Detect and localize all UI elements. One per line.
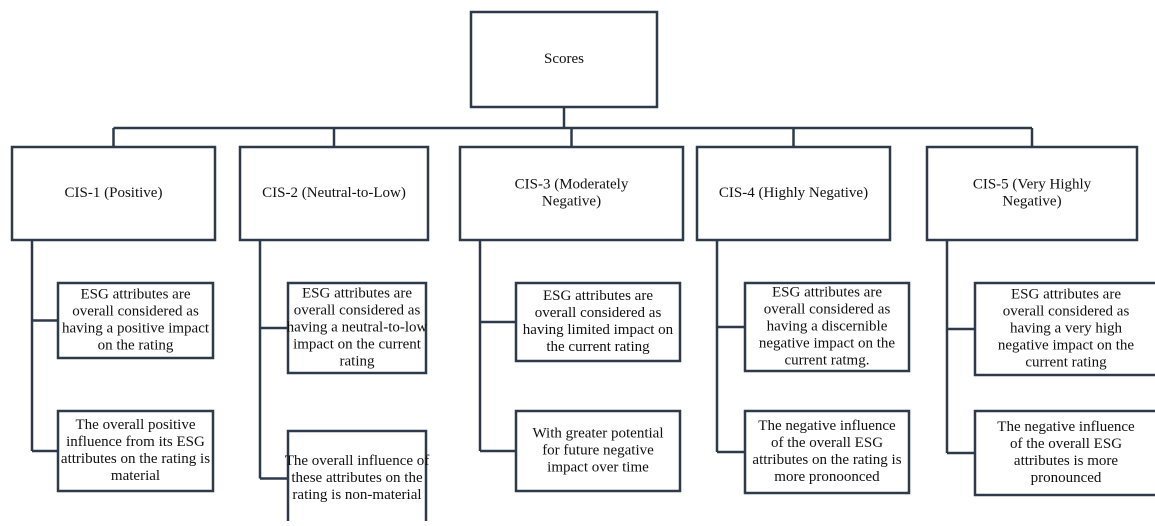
detail-box: [514, 281, 682, 363]
detail-box: [56, 409, 215, 493]
box-text: rating: [340, 353, 375, 369]
box-text: influence from its ESG: [66, 434, 205, 450]
box-text: rating is non-material: [292, 487, 421, 503]
detail-box: [286, 429, 428, 526]
box-text: The overall influence of: [285, 453, 430, 469]
box-text: The overall positive: [76, 417, 196, 433]
box-text: the current rating: [546, 339, 650, 355]
box-text: attributes is more: [1014, 453, 1118, 469]
box-text: current rating: [1025, 354, 1107, 370]
detail-box: [514, 409, 682, 493]
box-text: ESG attributes are: [772, 284, 882, 300]
box-text: With greater potential: [532, 425, 663, 441]
box-text: ESG attributes are: [81, 286, 191, 302]
box-text: The negative influence: [758, 418, 896, 434]
box-text: on the rating: [98, 337, 174, 353]
root-box: [469, 10, 659, 109]
box-text: attributes on the rating is: [61, 451, 210, 467]
box-text: pronounced: [1031, 470, 1102, 486]
category-box: [695, 145, 892, 242]
category-box: [10, 145, 217, 242]
box-text: overall considered as: [1003, 303, 1130, 319]
category-box: [458, 145, 685, 242]
box-text: impact on the current: [293, 336, 422, 352]
box-text: overall considered as: [535, 305, 662, 321]
box-text: CIS-2 (Neutral-to-Low): [262, 185, 406, 201]
box-text: having a neutral-to-low: [287, 319, 428, 335]
box-text: Negative): [1002, 193, 1061, 209]
box-text: having limited impact on: [523, 322, 674, 338]
box-text: current ratmg.: [785, 352, 870, 368]
box-text: Scores: [544, 51, 584, 67]
box-text: more pronoonced: [774, 469, 880, 485]
detail-box: [743, 409, 911, 495]
box-text: these attributes on the: [291, 470, 423, 486]
box-text: CIS-3 (Moderately: [515, 176, 629, 192]
box-text: of the overall ESG: [1010, 436, 1122, 452]
detail-box: [973, 409, 1155, 497]
box-text: for future negative: [542, 442, 654, 458]
box-text: negative impact on the: [759, 335, 896, 351]
box-text: CIS-1 (Positive): [65, 185, 163, 201]
detail-box: [743, 281, 911, 373]
box-text: having a positive impact: [62, 320, 210, 336]
box-text: of the overall ESG: [771, 435, 883, 451]
box-text: CIS-4 (Highly Negative): [719, 185, 868, 201]
box-text: Negative): [542, 193, 601, 209]
box-text: overall considered as: [294, 302, 421, 318]
box-text: attributes on the rating is: [752, 452, 901, 468]
box-text: impact over time: [547, 459, 649, 475]
category-box: [925, 145, 1139, 242]
box-text: The negative influence: [997, 419, 1135, 435]
detail-box: [286, 281, 428, 375]
box-text: ESG attributes are: [543, 288, 653, 304]
box-text: negative impact on the: [998, 337, 1135, 353]
box-text: having a discernible: [767, 318, 888, 334]
detail-box: [56, 281, 215, 360]
box-text: having a very high: [1010, 320, 1123, 336]
category-box: [238, 145, 430, 242]
box-text: overall considered as: [72, 303, 199, 319]
box-text: material: [111, 468, 160, 484]
box-text: CIS-5 (Very Highly: [973, 176, 1092, 192]
detail-box: [973, 281, 1155, 377]
box-text: ESG attributes are: [302, 285, 412, 301]
box-text: overall considered as: [764, 301, 891, 317]
box-text: ESG attributes are: [1011, 286, 1121, 302]
